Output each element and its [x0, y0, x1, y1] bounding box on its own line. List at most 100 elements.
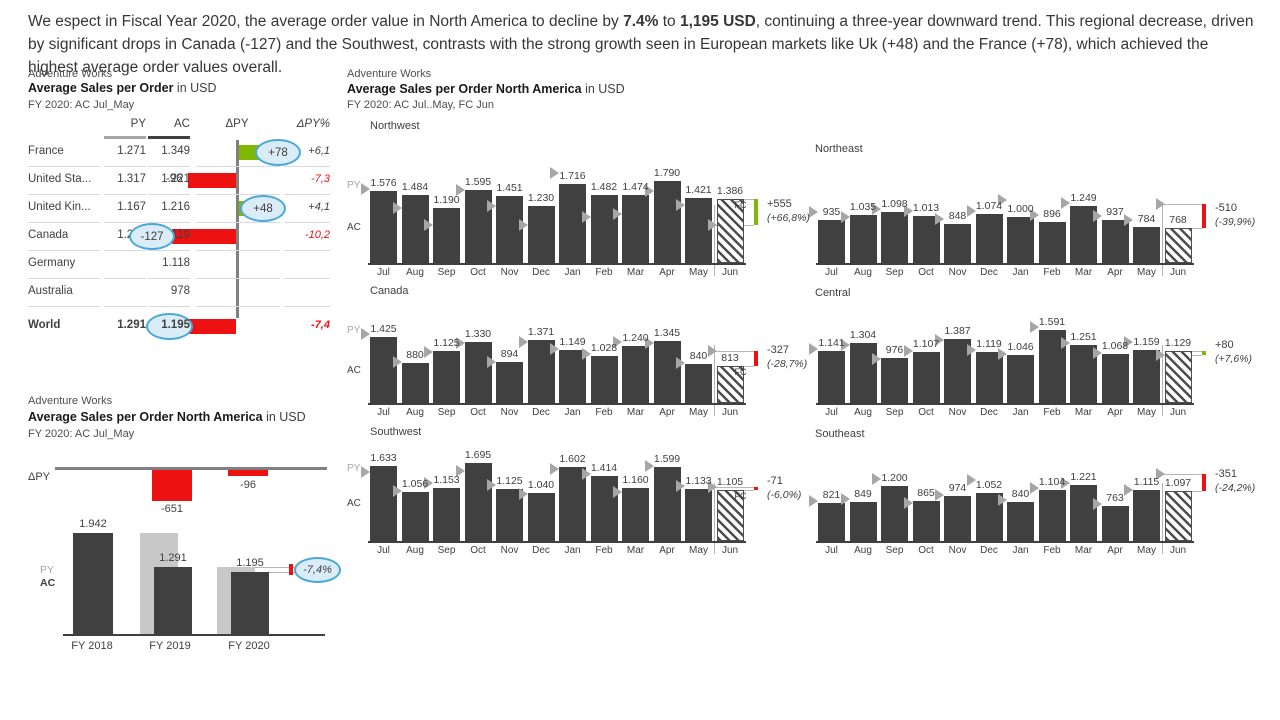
ac-bar[interactable] — [1007, 354, 1034, 403]
ac-bar[interactable] — [622, 345, 649, 403]
row-separator — [196, 166, 280, 167]
ac-bar[interactable] — [1007, 217, 1034, 263]
highlight-circle: -7,4% — [294, 557, 341, 583]
ac-bar[interactable] — [653, 341, 681, 403]
ac-bar[interactable] — [818, 350, 845, 403]
value-label: 1.129 — [1164, 337, 1192, 350]
ac-bar[interactable] — [590, 194, 618, 263]
ac-bar[interactable] — [433, 351, 460, 403]
value-label: 1.221 — [1070, 470, 1097, 483]
row-label: Australia — [28, 285, 73, 297]
x-axis-label: Aug — [406, 267, 424, 278]
ac-bar[interactable] — [559, 184, 586, 263]
ac-bar[interactable] — [881, 212, 908, 263]
trend-chart-visual: Adventure Works Average Sales per Order … — [25, 395, 345, 665]
delta-bracket — [1202, 474, 1206, 491]
ac-bar[interactable] — [653, 467, 681, 541]
ac-bar[interactable] — [590, 355, 618, 403]
variance-tick — [289, 564, 293, 575]
ac-bar[interactable] — [849, 501, 877, 541]
ac-bar[interactable] — [622, 195, 649, 263]
ac-bar[interactable] — [496, 361, 523, 403]
table-title-suffix: in USD — [173, 81, 217, 95]
delta-bar-negative[interactable] — [152, 470, 192, 501]
ac-bar[interactable] — [1101, 219, 1129, 263]
py-marker — [1124, 336, 1133, 349]
ac-bar[interactable] — [464, 341, 492, 403]
ac-bar[interactable] — [944, 223, 971, 263]
fc-bar[interactable] — [716, 490, 744, 541]
x-axis-label: May — [1137, 267, 1156, 278]
ac-bar[interactable] — [401, 492, 429, 541]
delta-pct-label: (+7,6%) — [1215, 352, 1253, 365]
ac-bar[interactable] — [1133, 226, 1160, 263]
summary-text: We espect in Fiscal Year 2020, the avera… — [28, 10, 1256, 79]
value-label: 1.425 — [370, 323, 397, 336]
x-axis-label: Nov — [948, 407, 967, 418]
ac-bar[interactable] — [231, 571, 269, 634]
ac-bar[interactable] — [622, 487, 649, 541]
ac-bar[interactable] — [433, 208, 460, 263]
ac-bar[interactable] — [818, 503, 845, 541]
ac-bar[interactable] — [881, 485, 908, 541]
ac-bar[interactable] — [1007, 502, 1034, 541]
ac-bar[interactable] — [849, 215, 877, 263]
row-label: United Kin... — [28, 201, 91, 213]
delta-bar-negative[interactable] — [228, 470, 268, 476]
ac-bar[interactable] — [464, 463, 492, 541]
x-axis-label: Dec — [980, 267, 998, 278]
x-axis-label: Jan — [564, 545, 581, 556]
value-label: 1.159 — [1133, 335, 1160, 348]
value-label: 1.790 — [653, 166, 681, 179]
ac-bar[interactable] — [1101, 353, 1129, 403]
ac-bar[interactable] — [1038, 490, 1066, 541]
ac-bar[interactable] — [154, 566, 192, 634]
ac-bar[interactable] — [975, 213, 1003, 263]
x-axis-label: Jun — [1169, 407, 1187, 418]
ac-bar[interactable] — [685, 488, 712, 541]
x-axis-label: Aug — [854, 267, 872, 278]
baseline — [816, 541, 1194, 543]
ac-bar[interactable] — [653, 180, 681, 263]
ac-bar[interactable] — [370, 465, 397, 541]
fc-bar[interactable] — [1164, 490, 1192, 541]
delta-bar-negative[interactable] — [187, 172, 236, 188]
ac-bar[interactable] — [685, 364, 712, 403]
fc-bar[interactable] — [716, 199, 744, 263]
ac-bar[interactable] — [401, 362, 429, 403]
delta-pct-value: -10,2 — [304, 229, 330, 241]
ac-bar[interactable] — [433, 487, 460, 541]
ac-bar[interactable] — [1038, 221, 1066, 263]
fc-bar[interactable] — [716, 365, 744, 403]
ac-bar[interactable] — [73, 533, 113, 634]
py-legend-label: PY — [347, 180, 361, 192]
ac-legend-label: AC — [347, 221, 361, 233]
py-marker — [676, 199, 685, 212]
ac-bar[interactable] — [818, 219, 845, 263]
x-axis-label: Dec — [980, 545, 998, 556]
ac-bar[interactable] — [912, 501, 940, 541]
ac-bar[interactable] — [944, 496, 971, 541]
delta-pct-value: +6,1 — [308, 145, 330, 157]
delta-bar-negative[interactable] — [172, 228, 236, 244]
ac-bar[interactable] — [527, 493, 555, 541]
column-header-ac: AC — [174, 118, 190, 130]
ac-bar[interactable] — [1133, 489, 1160, 541]
ac-bar[interactable] — [1101, 505, 1129, 541]
fc-bar[interactable] — [1164, 227, 1192, 263]
ac-bar[interactable] — [912, 352, 940, 403]
py-marker — [998, 494, 1007, 507]
x-axis-label: Dec — [532, 407, 550, 418]
table-canvas: PY AC ΔPY ΔPY% France 1.271 1.349 +78 +6,1 United… — [28, 68, 338, 348]
ac-bar[interactable] — [370, 337, 397, 403]
delta-axis-label: ΔPY — [28, 471, 51, 483]
value-label: 1.119 — [976, 337, 1002, 350]
delta-pct-label: (-28,7%) — [767, 358, 808, 371]
py-marker — [1029, 481, 1039, 494]
fc-bar[interactable] — [1164, 351, 1192, 403]
ac-bar[interactable] — [1070, 484, 1097, 541]
ac-bar[interactable] — [527, 206, 555, 263]
ac-bar[interactable] — [881, 358, 908, 403]
delta-bar-negative[interactable] — [187, 318, 236, 334]
